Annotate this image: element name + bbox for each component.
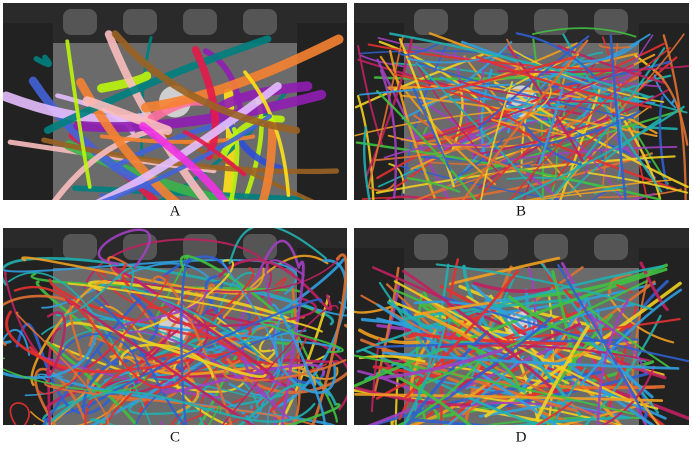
trajectory (104, 427, 175, 451)
trajectory (417, 429, 441, 433)
window (594, 234, 628, 260)
window (474, 9, 508, 35)
trajectory (58, 421, 161, 451)
window (63, 9, 97, 35)
panel-label: D (516, 429, 527, 445)
panel-image (354, 3, 689, 230)
window (534, 234, 568, 260)
panel-image (3, 3, 347, 229)
upper-wall (354, 228, 689, 268)
window (474, 234, 508, 260)
panel-label: C (170, 429, 180, 445)
panel-label: B (516, 203, 526, 219)
upper-wall (3, 3, 347, 43)
panel-image (0, 225, 361, 451)
figure: A B C D (0, 0, 692, 451)
window (243, 9, 277, 35)
window (183, 9, 217, 35)
window (123, 234, 157, 260)
trajectory (467, 426, 473, 429)
panel-label: A (170, 203, 181, 219)
window (414, 234, 448, 260)
page: A B C D (() => { const data = JSON.parse… (0, 0, 692, 451)
panel-image (354, 228, 689, 451)
window (63, 234, 97, 260)
window (123, 9, 157, 35)
window (414, 9, 448, 35)
